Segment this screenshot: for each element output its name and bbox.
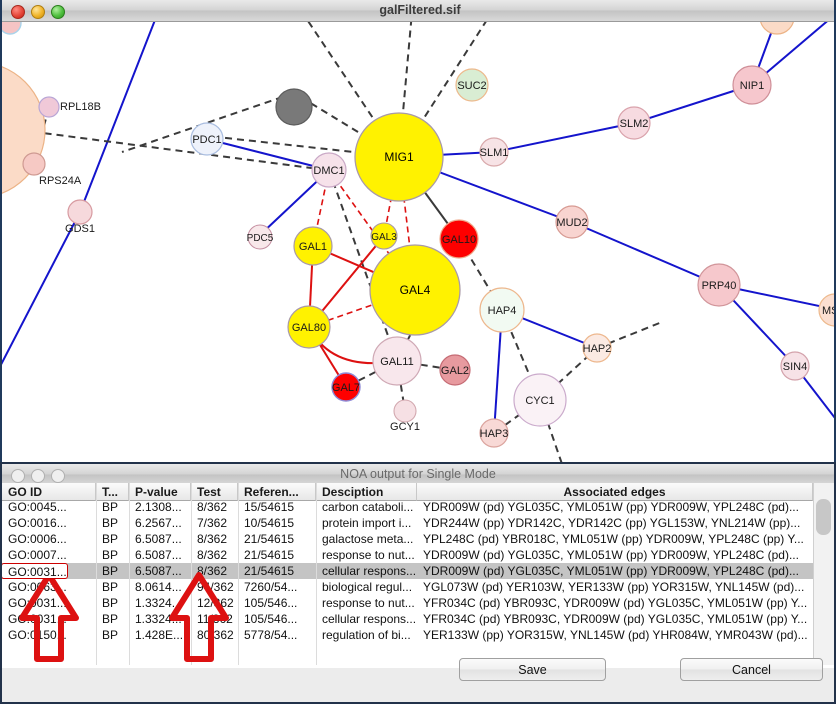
svg-text:GAL80: GAL80 bbox=[292, 322, 326, 334]
svg-text:HAP4: HAP4 bbox=[488, 305, 517, 317]
svg-text:HAP2: HAP2 bbox=[583, 343, 612, 355]
svg-text:SIN4: SIN4 bbox=[783, 361, 807, 373]
svg-text:PRP40: PRP40 bbox=[702, 280, 737, 292]
svg-text:RPL18B: RPL18B bbox=[60, 101, 101, 113]
svg-text:GAL2: GAL2 bbox=[441, 365, 469, 377]
svg-text:GAL7: GAL7 bbox=[332, 382, 360, 394]
svg-text:PDC1: PDC1 bbox=[192, 134, 221, 146]
svg-text:MIG1: MIG1 bbox=[384, 150, 414, 164]
svg-text:MSN: MSN bbox=[822, 305, 836, 317]
svg-text:DMC1: DMC1 bbox=[313, 165, 344, 177]
svg-text:SLM2: SLM2 bbox=[620, 118, 649, 130]
svg-text:HAP3: HAP3 bbox=[480, 428, 509, 440]
svg-text:GAL10: GAL10 bbox=[442, 234, 476, 246]
svg-text:GDS1: GDS1 bbox=[65, 223, 95, 235]
svg-text:GAL1: GAL1 bbox=[299, 241, 327, 253]
svg-text:SUC2: SUC2 bbox=[457, 80, 486, 92]
svg-text:GCY1: GCY1 bbox=[390, 421, 420, 433]
svg-text:CYC1: CYC1 bbox=[525, 395, 554, 407]
svg-text:GAL4: GAL4 bbox=[400, 283, 431, 297]
svg-text:NIP1: NIP1 bbox=[740, 80, 764, 92]
svg-text:MUD2: MUD2 bbox=[556, 217, 587, 229]
svg-text:GAL11: GAL11 bbox=[380, 356, 413, 368]
svg-text:SLM1: SLM1 bbox=[480, 147, 509, 159]
svg-text:RPS24A: RPS24A bbox=[39, 175, 82, 187]
svg-text:PDC5: PDC5 bbox=[247, 233, 274, 244]
svg-text:GAL3: GAL3 bbox=[371, 232, 397, 243]
